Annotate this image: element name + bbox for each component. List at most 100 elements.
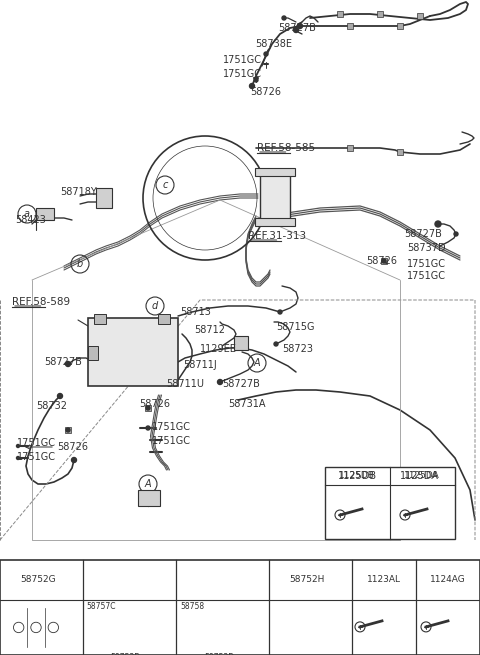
Text: 58731A: 58731A: [228, 399, 265, 409]
Text: 58723: 58723: [282, 344, 313, 354]
Bar: [280, 606, 310, 649]
Text: 58726: 58726: [366, 256, 397, 266]
Text: 58727B: 58727B: [278, 23, 316, 33]
Text: REF.58-589: REF.58-589: [12, 297, 70, 307]
Text: 1751GC: 1751GC: [17, 452, 56, 462]
Bar: [206, 621, 232, 628]
Bar: [86, 612, 104, 645]
Text: 58727B: 58727B: [222, 379, 260, 389]
Bar: [377, 11, 383, 17]
Text: 58758: 58758: [180, 602, 204, 611]
Bar: [145, 405, 151, 411]
Bar: [182, 614, 196, 622]
Text: 58753D: 58753D: [204, 653, 234, 655]
Text: 1751GC: 1751GC: [152, 422, 191, 432]
Bar: [110, 609, 140, 646]
Bar: [112, 631, 138, 638]
Text: 1751GC: 1751GC: [17, 438, 56, 448]
Text: A: A: [254, 358, 260, 368]
Bar: [397, 149, 403, 155]
Circle shape: [65, 362, 71, 367]
Bar: [206, 631, 232, 638]
Bar: [182, 626, 196, 634]
Text: 58727B: 58727B: [44, 357, 82, 367]
Text: 1124AG: 1124AG: [430, 576, 466, 584]
Text: 1751GC: 1751GC: [152, 436, 191, 446]
Bar: [112, 611, 138, 618]
Bar: [158, 314, 170, 324]
Text: c: c: [184, 576, 190, 584]
Text: 1125DB: 1125DB: [339, 472, 375, 481]
Text: 1751GC: 1751GC: [223, 69, 262, 79]
Bar: [88, 626, 102, 634]
Bar: [88, 346, 98, 360]
Circle shape: [16, 457, 20, 460]
Bar: [36, 208, 54, 220]
Circle shape: [250, 83, 254, 88]
Bar: [65, 427, 71, 433]
Text: 58726: 58726: [57, 442, 88, 452]
Text: 58718Y: 58718Y: [60, 187, 97, 197]
Text: a: a: [24, 209, 30, 219]
Bar: [88, 614, 102, 622]
Text: b: b: [91, 576, 97, 584]
Text: c: c: [162, 180, 168, 190]
Circle shape: [264, 52, 268, 56]
Bar: [282, 622, 308, 632]
Circle shape: [16, 445, 20, 447]
Circle shape: [146, 406, 150, 410]
Text: 1751GC: 1751GC: [407, 271, 446, 281]
Text: a: a: [8, 576, 14, 584]
Circle shape: [382, 259, 386, 263]
Text: REF.31-313: REF.31-313: [248, 231, 306, 241]
Bar: [88, 318, 178, 386]
Text: 1751GC: 1751GC: [223, 55, 262, 65]
Bar: [255, 218, 295, 226]
Bar: [347, 145, 353, 151]
Bar: [282, 608, 308, 618]
Text: A: A: [144, 479, 151, 489]
Text: 58712: 58712: [194, 325, 225, 335]
Bar: [94, 314, 106, 324]
Circle shape: [58, 394, 62, 398]
Text: 58711J: 58711J: [183, 360, 217, 370]
Bar: [206, 611, 232, 618]
Text: REF.58-585: REF.58-585: [257, 143, 315, 153]
Circle shape: [72, 457, 76, 462]
Text: d: d: [152, 301, 158, 311]
Text: 1123AL: 1123AL: [367, 576, 401, 584]
Text: 58423: 58423: [15, 215, 46, 225]
Circle shape: [217, 379, 223, 384]
Bar: [282, 636, 308, 646]
Circle shape: [282, 16, 286, 20]
Text: 58753D: 58753D: [110, 653, 140, 655]
Text: 1751GC: 1751GC: [407, 259, 446, 269]
Circle shape: [254, 78, 258, 82]
Bar: [0, 560, 480, 655]
Text: 58752H: 58752H: [289, 576, 324, 584]
Circle shape: [66, 428, 70, 432]
Text: 58726: 58726: [250, 87, 281, 97]
Text: d: d: [277, 576, 283, 584]
Bar: [234, 336, 248, 350]
Circle shape: [454, 232, 458, 236]
Bar: [337, 11, 343, 17]
Text: 58738E: 58738E: [255, 39, 292, 49]
Text: 1125DA: 1125DA: [400, 471, 439, 481]
Circle shape: [278, 310, 282, 314]
Bar: [96, 188, 112, 208]
Text: 1129EE: 1129EE: [200, 344, 237, 354]
Bar: [112, 621, 138, 628]
Bar: [138, 490, 160, 506]
Text: 58711U: 58711U: [166, 379, 204, 389]
Text: 58757C: 58757C: [86, 602, 116, 611]
Bar: [180, 612, 198, 645]
Circle shape: [274, 342, 278, 346]
Bar: [255, 168, 295, 176]
Circle shape: [293, 28, 299, 33]
Text: 58727B: 58727B: [404, 229, 442, 239]
Text: 58713: 58713: [180, 307, 211, 317]
Bar: [397, 23, 403, 29]
Bar: [417, 13, 423, 19]
Bar: [10, 608, 62, 647]
